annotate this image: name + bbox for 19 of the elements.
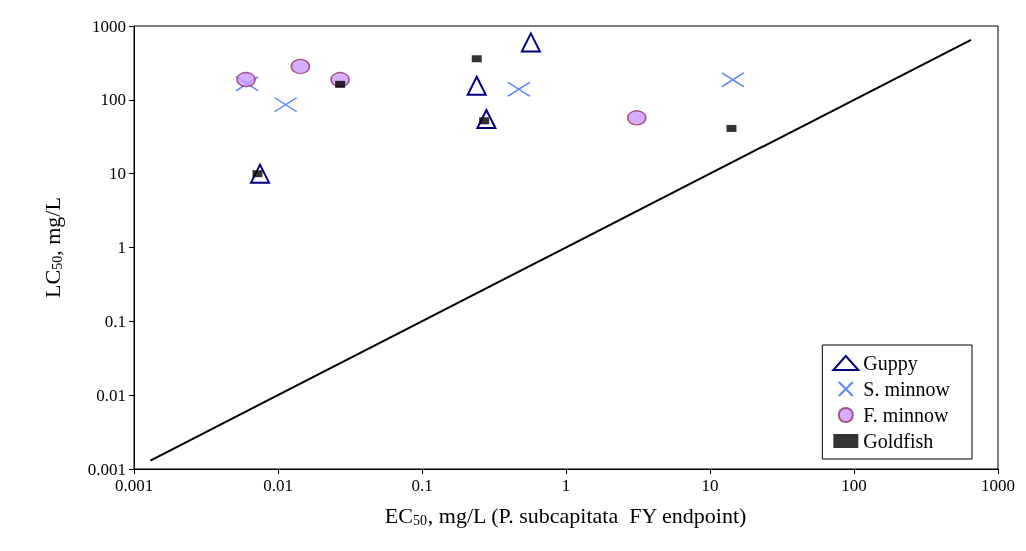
y-tick-label: 0.1 (104, 311, 126, 331)
y-tick-label: 100 (100, 90, 126, 110)
legend-label: Goldfish (863, 430, 934, 452)
y-axis-title: LC50, mg/L (39, 197, 65, 298)
x-axis-title: EC50, mg/L (P. subcapitata FY endpoint) (384, 502, 747, 528)
y-tick-label: 1000 (92, 16, 126, 36)
legend-label: Guppy (863, 352, 918, 375)
x-tick-label: 10 (701, 476, 719, 495)
y-tick-label: 10 (109, 164, 126, 184)
legend-label: S. minnow (863, 378, 951, 400)
x-tick-label: 100 (841, 476, 867, 495)
x-tick-label: 0.01 (263, 476, 293, 495)
x-tick-label: 0.1 (411, 476, 433, 495)
x-tick-label: 1 (561, 476, 571, 495)
x-tick-label: 1000 (981, 476, 1015, 495)
legend-label: F. minnow (863, 404, 949, 426)
y-tick-label: 1 (117, 238, 126, 257)
y-tick-label: 0.01 (96, 385, 126, 405)
y-tick-label: 0.001 (87, 459, 126, 479)
